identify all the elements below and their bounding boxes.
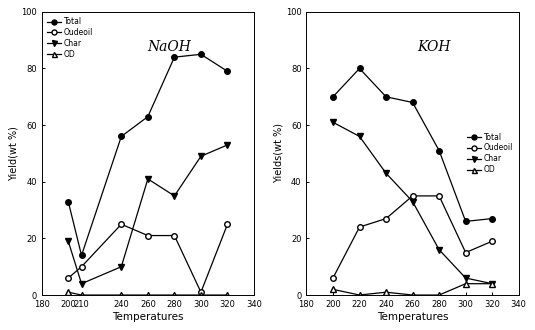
Total xyxy=(65,200,72,204)
Legend: Total, Oudeoil, Char, OD: Total, Oudeoil, Char, OD xyxy=(45,16,95,60)
Total xyxy=(356,66,363,70)
OD xyxy=(436,293,442,297)
Char xyxy=(489,282,495,286)
Oudeoil xyxy=(462,250,469,254)
OD xyxy=(65,290,72,294)
Oudeoil xyxy=(171,234,178,238)
Total xyxy=(330,95,336,99)
X-axis label: Temperatures: Temperatures xyxy=(377,312,448,322)
OD xyxy=(462,282,469,286)
Char xyxy=(65,239,72,243)
Legend: Total, Oudeoil, Char, OD: Total, Oudeoil, Char, OD xyxy=(465,131,515,176)
Char xyxy=(330,120,336,124)
Y-axis label: Yield(wt %): Yield(wt %) xyxy=(9,126,18,181)
Total xyxy=(198,52,204,56)
Total xyxy=(436,148,442,152)
Text: KOH: KOH xyxy=(417,40,450,54)
Total xyxy=(171,55,178,59)
OD xyxy=(224,293,231,297)
Oudeoil xyxy=(65,276,72,280)
Char xyxy=(224,143,231,147)
X-axis label: Temperatures: Temperatures xyxy=(112,312,184,322)
Char xyxy=(144,177,151,181)
Line: Oudeoil: Oudeoil xyxy=(330,193,495,281)
Text: NaOH: NaOH xyxy=(147,40,191,54)
Line: OD: OD xyxy=(330,281,495,298)
Oudeoil xyxy=(330,276,336,280)
Oudeoil xyxy=(489,239,495,243)
Oudeoil xyxy=(356,225,363,229)
OD xyxy=(144,293,151,297)
OD xyxy=(330,287,336,291)
Oudeoil xyxy=(144,234,151,238)
Line: Char: Char xyxy=(65,142,230,286)
OD xyxy=(198,293,204,297)
Oudeoil xyxy=(409,194,416,198)
OD xyxy=(489,282,495,286)
Char xyxy=(198,154,204,158)
Oudeoil xyxy=(78,265,85,269)
Char xyxy=(356,134,363,138)
Line: OD: OD xyxy=(65,289,230,298)
Total xyxy=(409,100,416,104)
Total xyxy=(383,95,389,99)
Oudeoil xyxy=(118,222,125,226)
Char xyxy=(462,276,469,280)
Char xyxy=(171,194,178,198)
Char xyxy=(383,171,389,175)
OD xyxy=(356,293,363,297)
Line: Total: Total xyxy=(330,66,495,224)
Oudeoil xyxy=(383,216,389,220)
Char xyxy=(78,282,85,286)
Total xyxy=(118,134,125,138)
Y-axis label: Yields(wt %): Yields(wt %) xyxy=(273,123,283,183)
Line: Total: Total xyxy=(65,51,230,258)
Oudeoil xyxy=(198,290,204,294)
Total xyxy=(224,69,231,73)
Char xyxy=(409,200,416,204)
Line: Oudeoil: Oudeoil xyxy=(65,221,230,295)
Char xyxy=(118,265,125,269)
Total xyxy=(144,115,151,118)
OD xyxy=(409,293,416,297)
Line: Char: Char xyxy=(330,119,495,286)
Total xyxy=(489,216,495,220)
Char xyxy=(436,248,442,252)
Total xyxy=(462,219,469,223)
Total xyxy=(78,253,85,257)
Oudeoil xyxy=(436,194,442,198)
OD xyxy=(171,293,178,297)
OD xyxy=(78,293,85,297)
Oudeoil xyxy=(224,222,231,226)
OD xyxy=(383,290,389,294)
OD xyxy=(118,293,125,297)
